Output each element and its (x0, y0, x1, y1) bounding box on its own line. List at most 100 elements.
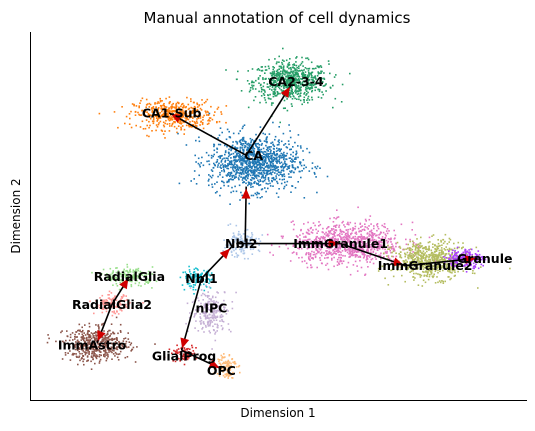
data-point (308, 233, 311, 235)
data-point (366, 257, 368, 260)
data-point (281, 74, 284, 77)
data-point (349, 251, 352, 253)
data-point (275, 175, 277, 177)
data-point (289, 136, 292, 139)
data-point (238, 172, 241, 175)
data-point (220, 314, 223, 316)
data-point (104, 274, 107, 276)
data-point (161, 113, 164, 116)
data-point (224, 144, 226, 147)
data-point (209, 323, 211, 325)
data-point (327, 239, 329, 241)
data-point (360, 233, 362, 236)
data-point (220, 161, 223, 163)
data-point (319, 249, 322, 251)
data-point (257, 174, 260, 177)
data-point (320, 81, 322, 83)
data-point (404, 255, 406, 258)
data-point (336, 249, 338, 252)
data-point (388, 248, 390, 250)
data-point (159, 97, 161, 100)
data-point (306, 147, 308, 150)
data-point (243, 158, 245, 160)
data-point (254, 174, 256, 177)
data-point (236, 155, 238, 157)
data-point (198, 307, 201, 310)
data-point (211, 321, 214, 323)
data-point (250, 182, 252, 184)
data-point (264, 178, 267, 180)
data-point (217, 164, 219, 166)
data-point (230, 172, 233, 175)
data-point (274, 74, 276, 77)
data-point (422, 268, 425, 270)
data-point (310, 244, 313, 246)
data-point (208, 122, 210, 125)
data-point (240, 163, 242, 166)
data-point (220, 316, 223, 318)
data-point (349, 247, 351, 250)
data-point (356, 251, 359, 253)
data-point (407, 257, 410, 260)
data-point (115, 305, 117, 308)
data-point (194, 115, 196, 118)
data-point (251, 233, 254, 236)
data-point (311, 96, 313, 99)
data-point (229, 154, 231, 156)
data-point (136, 279, 138, 282)
data-point (261, 188, 264, 190)
data-point (208, 174, 210, 176)
data-point (168, 130, 171, 132)
data-point (233, 170, 236, 173)
data-point (246, 167, 249, 170)
data-point (378, 237, 380, 239)
data-point (412, 244, 415, 247)
data-point (324, 241, 327, 243)
data-point (269, 166, 271, 168)
data-point (428, 263, 431, 266)
data-point (195, 120, 198, 122)
data-point (246, 80, 249, 82)
data-point (217, 106, 220, 109)
data-point (231, 145, 234, 147)
data-point (119, 281, 121, 284)
data-point (274, 172, 276, 174)
data-point (151, 130, 153, 132)
data-point (156, 111, 158, 114)
data-point (265, 137, 268, 139)
data-point (170, 107, 173, 110)
data-point (272, 185, 274, 187)
data-point (237, 70, 239, 73)
data-point (91, 356, 94, 359)
data-point (378, 243, 380, 246)
data-point (459, 257, 462, 260)
data-point (253, 166, 256, 168)
data-point (308, 73, 310, 75)
data-point (162, 133, 165, 135)
data-point (321, 240, 323, 242)
data-point (240, 143, 243, 145)
data-point (247, 177, 249, 180)
data-point (85, 349, 87, 352)
data-point (200, 289, 203, 291)
data-point (378, 244, 380, 247)
data-point (336, 245, 338, 248)
data-point (435, 250, 438, 252)
data-point (114, 295, 116, 297)
data-point (327, 60, 330, 62)
data-point (369, 241, 371, 243)
data-point (409, 261, 411, 263)
data-point (179, 122, 182, 124)
data-point (213, 310, 215, 313)
data-point (381, 265, 384, 268)
data-point (355, 246, 358, 248)
data-point (226, 145, 228, 148)
data-point (271, 161, 273, 163)
data-point (239, 240, 242, 242)
data-point (212, 317, 214, 320)
data-point (187, 330, 189, 332)
data-point (316, 232, 318, 234)
data-point (92, 354, 95, 356)
data-point (434, 244, 436, 246)
data-point (246, 247, 248, 249)
